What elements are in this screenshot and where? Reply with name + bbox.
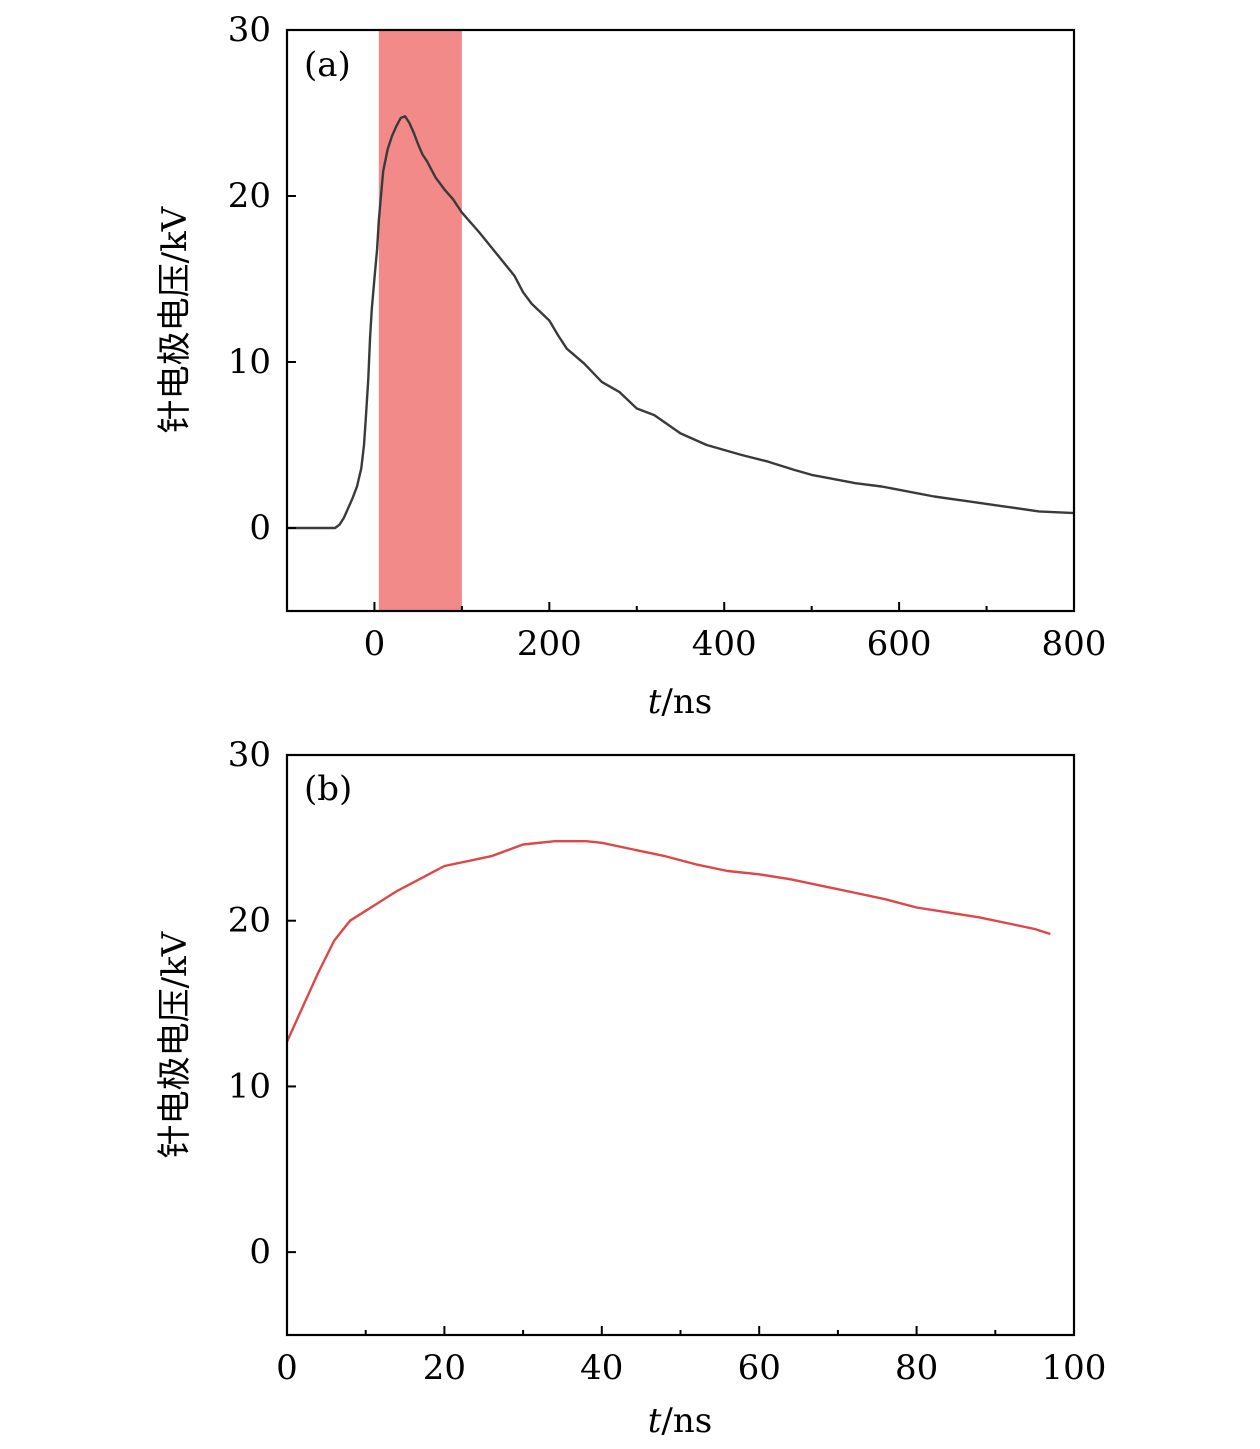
y-tick-label: 0 [249,508,271,548]
plot-frame [285,753,1076,1337]
y-tick-label: 10 [228,1066,271,1106]
x-axis-title: t/ns [648,1401,712,1441]
axis-ticks: 0 20 40 60 80 100 0 10 20 30 [228,735,1107,1388]
plot-frame [285,28,1076,613]
highlight-span-group [378,30,462,611]
x-tick-label: 0 [276,1348,298,1388]
x-axis-unit: /ns [661,1401,712,1441]
x-tick-label: 80 [895,1348,938,1388]
axis-ticks: 0 200 400 600 800 0 10 20 30 [228,10,1107,664]
panel-label: (a) [304,45,351,85]
x-tick-label: 40 [580,1348,623,1388]
x-tick-label: 60 [738,1348,781,1388]
x-axis-variable: t [648,682,662,722]
x-tick-label: 0 [364,624,386,664]
x-axis-variable: t [648,1401,662,1441]
y-tick-label: 20 [228,176,271,216]
series-line-0 [285,840,1051,1043]
x-axis-unit: /ns [661,682,712,722]
x-tick-label: 600 [867,624,932,664]
y-axis-title: 针电极电压/kV [155,205,195,433]
series-line-0 [287,115,1075,530]
series-group [285,840,1051,1043]
y-axis-title: 针电极电压/kV [155,930,195,1158]
y-tick-label: 30 [228,10,271,50]
x-tick-label: 800 [1042,624,1107,664]
y-tick-label: 10 [228,342,271,382]
x-tick-label: 20 [423,1348,466,1388]
y-tick-label: 30 [228,735,271,775]
y-tick-label: 20 [228,901,271,941]
x-tick-label: 200 [517,624,582,664]
highlight-span [378,30,462,611]
chart-panel-b: 0 20 40 60 80 100 0 10 20 30 (b) 针电极电压/kV t/ns [155,735,1106,1441]
y-tick-label: 0 [249,1232,271,1272]
chart-panel-a: 0 200 400 600 800 0 10 20 30 (a) 针电极电压/kV t/ns [155,10,1106,722]
x-tick-label: 400 [692,624,757,664]
series-group [287,115,1075,530]
x-axis-title: t/ns [648,682,712,722]
x-tick-label: 100 [1042,1348,1107,1388]
panel-label: (b) [304,769,352,809]
